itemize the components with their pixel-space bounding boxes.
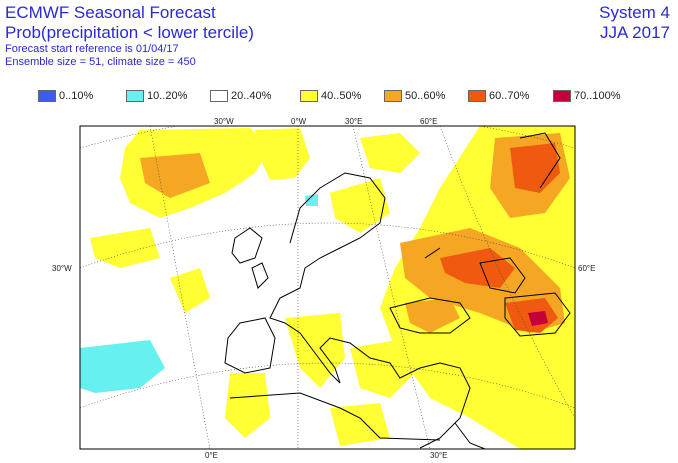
legend-item-60-70: 60..70% (468, 88, 529, 104)
legend-swatch (468, 90, 486, 102)
legend-label: 50..60% (405, 90, 446, 102)
legend-item-40-50: 40..50% (300, 88, 361, 104)
legend-swatch (384, 90, 402, 102)
tick-label-top-0w: 0°W (291, 118, 307, 126)
legend-swatch (126, 90, 144, 102)
probability-legend: 0..10% 10..20% 20..40% 40..50% 50..60% 6… (38, 88, 678, 104)
chart-title: ECMWF Seasonal Forecast (5, 3, 216, 22)
legend-item-20-40: 20..40% (210, 88, 271, 104)
legend-swatch (38, 90, 56, 102)
legend-item-50-60: 50..60% (384, 88, 445, 104)
graticule (80, 126, 575, 449)
legend-label: 40..50% (321, 90, 362, 102)
tick-label-left-30w: 30°W (52, 264, 72, 273)
legend-label: 0..10% (59, 90, 94, 102)
legend-item-70-100: 70..100% (553, 88, 620, 104)
legend-swatch (210, 90, 228, 102)
probability-shading (80, 126, 575, 449)
forecast-map: 30°W 0°W 30°E 60°E 30°W 60°E 0°E 30°E (52, 118, 595, 460)
tick-label-top-30w: 30°W (214, 118, 234, 126)
forecast-start-reference: Forecast start reference is 01/04/17 (5, 43, 179, 55)
legend-swatch (300, 90, 318, 102)
chart-subtitle: Prob(precipitation < lower tercile) (5, 23, 254, 42)
tick-label-bottom-30e: 30°E (430, 451, 447, 460)
ensemble-size: Ensemble size = 51, climate size = 450 (5, 56, 196, 68)
tick-label-top-60e: 60°E (420, 118, 437, 126)
system-label: System 4 (599, 3, 670, 22)
legend-label: 10..20% (147, 90, 188, 102)
legend-label: 20..40% (231, 90, 272, 102)
legend-label: 60..70% (489, 90, 530, 102)
coastlines (224, 132, 571, 449)
map-frame (79, 125, 576, 450)
tick-label-top-30e: 30°E (345, 118, 362, 126)
tick-label-bottom-0e: 0°E (205, 451, 218, 460)
legend-item-0-10: 0..10% (38, 88, 93, 104)
legend-item-10-20: 10..20% (126, 88, 187, 104)
tick-label-right-60e: 60°E (578, 264, 595, 273)
season-label: JJA 2017 (600, 23, 670, 42)
legend-label: 70..100% (574, 90, 621, 102)
legend-swatch (553, 90, 571, 102)
